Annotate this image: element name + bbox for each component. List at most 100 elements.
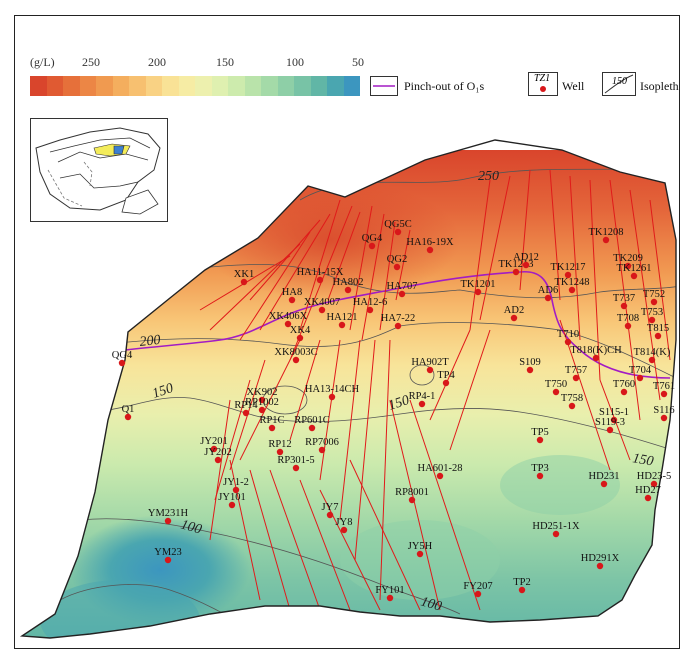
well-marker[interactable] [630,272,638,280]
well-marker[interactable] [232,486,240,494]
well-marker[interactable] [620,388,628,396]
well-marker[interactable] [318,446,326,454]
well-marker[interactable] [600,480,608,488]
well-marker[interactable] [526,366,534,374]
well-marker[interactable] [258,406,266,414]
well-label: S109 [519,357,541,368]
legend-swatch-6 [129,76,146,96]
well-marker[interactable] [288,296,296,304]
well-marker[interactable] [474,590,482,598]
well-marker[interactable] [258,396,266,404]
legend-swatch-7 [145,76,162,96]
well-marker[interactable] [648,316,656,324]
well-marker[interactable] [442,379,450,387]
well-marker[interactable] [344,286,352,294]
legend-swatch-5 [112,76,129,96]
well-marker[interactable] [214,456,222,464]
well-marker[interactable] [624,322,632,330]
well-marker[interactable] [650,480,658,488]
well-marker[interactable] [654,332,662,340]
well-marker[interactable] [308,424,316,432]
well-marker[interactable] [316,276,324,284]
well-marker[interactable] [328,393,336,401]
well-marker[interactable] [326,511,334,519]
well-marker[interactable] [164,517,172,525]
well-marker[interactable] [416,550,424,558]
legend-value-150: 150 [216,55,234,69]
well-marker[interactable] [564,338,572,346]
well-marker[interactable] [228,501,236,509]
well-label: TK1201 [461,279,496,290]
well-marker[interactable] [522,261,530,269]
well-marker[interactable] [518,586,526,594]
well-marker[interactable] [318,306,326,314]
well-marker[interactable] [552,530,560,538]
well-marker[interactable] [164,556,172,564]
well-marker[interactable] [572,374,580,382]
well-marker[interactable] [394,228,402,236]
contour-label-150-center: 150 [387,393,412,414]
well-marker[interactable] [386,594,394,602]
well-marker[interactable] [368,242,376,250]
well-marker[interactable] [606,426,614,434]
well-marker[interactable] [660,390,668,398]
legend-value-200: 200 [148,55,166,69]
well-marker[interactable] [552,388,560,396]
well-marker[interactable] [394,322,402,330]
well-legend-symbol: TZ1 [528,72,558,96]
well-marker[interactable] [536,472,544,480]
well-marker[interactable] [544,294,552,302]
well-marker[interactable] [426,366,434,374]
well-marker[interactable] [512,268,520,276]
well-label: AD12 [513,252,539,263]
well-marker[interactable] [276,448,284,456]
well-marker[interactable] [408,496,416,504]
well-marker[interactable] [644,494,652,502]
well-marker[interactable] [292,464,300,472]
well-label: RP301-5 [277,455,314,466]
well-label: HA12-6 [353,297,387,308]
well-marker[interactable] [296,334,304,342]
well-marker[interactable] [284,320,292,328]
well-marker[interactable] [636,374,644,382]
legend-color-bar [30,76,360,96]
well-marker[interactable] [592,354,600,362]
legend-swatch-12 [228,76,245,96]
well-marker[interactable] [568,402,576,410]
well-marker[interactable] [650,298,658,306]
well-marker[interactable] [418,400,426,408]
well-marker[interactable] [474,288,482,296]
legend-swatch-17 [310,76,327,96]
well-marker[interactable] [426,246,434,254]
well-marker[interactable] [610,416,618,424]
well-marker[interactable] [118,359,126,367]
well-marker[interactable] [620,302,628,310]
well-label: YM231H [148,508,189,519]
well-marker[interactable] [660,414,668,422]
well-label: QG2 [387,254,407,265]
well-marker[interactable] [510,314,518,322]
well-marker[interactable] [292,356,300,364]
well-label: RP8001 [395,487,429,498]
well-marker[interactable] [393,263,401,271]
well-marker[interactable] [648,356,656,364]
well-marker[interactable] [568,286,576,294]
well-marker[interactable] [240,278,248,286]
well-marker[interactable] [366,306,374,314]
well-marker[interactable] [602,236,610,244]
well-marker[interactable] [536,436,544,444]
well-marker[interactable] [624,262,632,270]
well-marker[interactable] [398,290,406,298]
well-marker[interactable] [436,472,444,480]
well-marker[interactable] [242,409,250,417]
well-label: HA8 [282,287,302,298]
well-marker[interactable] [338,321,346,329]
well-label: T757 [565,365,587,376]
well-marker[interactable] [340,526,348,534]
well-marker[interactable] [596,562,604,570]
well-marker[interactable] [124,413,132,421]
well-marker[interactable] [564,271,572,279]
well-marker[interactable] [210,445,218,453]
well-marker[interactable] [268,424,276,432]
legend-swatch-1 [46,76,63,96]
